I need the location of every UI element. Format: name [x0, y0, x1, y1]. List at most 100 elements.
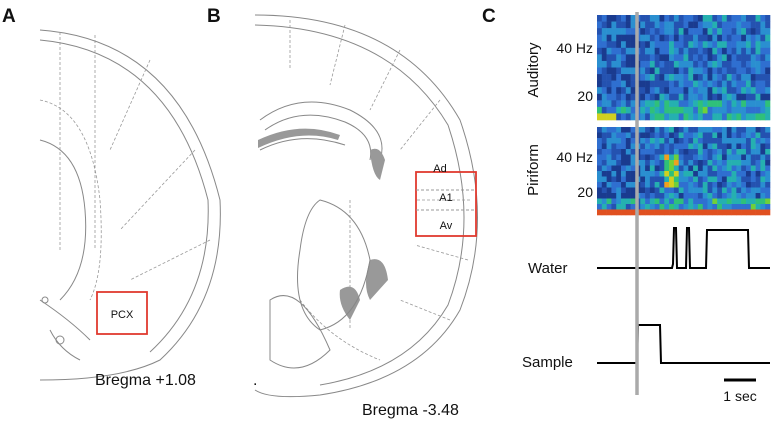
spectrogram-cell	[645, 87, 651, 95]
spectrogram-cell	[717, 100, 723, 108]
spectrogram-cell	[640, 193, 646, 199]
spectrogram-cell	[597, 209, 603, 216]
spectrogram-cell	[745, 67, 752, 75]
spectrogram-cell	[693, 100, 699, 108]
spectrogram-cell	[712, 149, 718, 155]
spectrogram-cell	[731, 60, 737, 68]
spectrogram-cell	[731, 34, 737, 42]
spectrogram-cell	[693, 187, 699, 194]
spectrogram-cell	[726, 138, 732, 144]
spectrogram-cell	[750, 34, 756, 42]
spectrogram-cell	[721, 138, 728, 144]
spectrogram-cell	[755, 15, 761, 22]
spectrogram-cell	[611, 138, 617, 144]
spectrogram-cell	[601, 41, 607, 49]
spectrogram-cell	[616, 15, 622, 22]
spectrogram-cell	[664, 100, 670, 108]
spectrogram-cell	[688, 182, 694, 188]
spectrogram-cell	[645, 160, 651, 166]
spectrogram-cell	[736, 80, 742, 88]
spectrogram-cell	[659, 160, 665, 166]
spectrogram-cell	[712, 198, 718, 205]
spectrogram-cell	[621, 28, 627, 35]
spectrogram-cell	[630, 106, 636, 114]
spectrogram-cell	[707, 60, 713, 68]
trace-label: Sample	[522, 354, 573, 371]
spectrogram-cell	[606, 193, 612, 199]
spectrogram	[597, 127, 771, 216]
spectrogram-cell	[741, 193, 747, 199]
spectrogram-cell	[601, 67, 607, 75]
spectrogram-cell	[755, 67, 761, 75]
spectrogram-cell	[717, 67, 723, 75]
spectrogram-cell	[659, 176, 665, 183]
spectrogram-cell	[707, 41, 713, 49]
spectrogram-cell	[625, 93, 631, 101]
spectrogram-cell	[736, 15, 742, 22]
spectrogram-cell	[693, 54, 699, 62]
spectrogram-cell	[611, 67, 617, 75]
spectrogram-cell	[649, 143, 655, 150]
spectrogram-cell	[664, 74, 670, 81]
spectrogram-cell	[616, 34, 622, 42]
spectrogram-cell	[645, 93, 651, 101]
spectrogram-cell	[669, 21, 675, 29]
spectrogram-cell	[721, 28, 728, 35]
spectrogram-cell	[688, 127, 694, 133]
spectrogram-cell	[760, 93, 766, 101]
spectrogram-cell	[678, 106, 684, 114]
spectrogram-cell	[760, 165, 766, 172]
spectrogram-cell	[654, 171, 660, 177]
spectrogram-cell	[630, 198, 636, 205]
spectrogram-cell	[726, 106, 732, 114]
spectrogram-cell	[630, 67, 636, 75]
spectrogram-cell	[621, 198, 627, 205]
spectrogram-cell	[601, 21, 607, 29]
spectrogram-cell	[745, 93, 752, 101]
spectrogram-cell	[630, 93, 636, 101]
spectrogram-cell	[640, 28, 646, 35]
spectrogram-cell	[659, 171, 665, 177]
spectrogram-cell	[745, 47, 752, 55]
spectrogram-cell	[760, 204, 766, 210]
spectrogram-cell	[678, 193, 684, 199]
spectrogram-cell	[664, 67, 670, 75]
spectrogram-cell	[625, 165, 631, 172]
spectrogram-cell	[688, 47, 694, 55]
spectrogram-cell	[645, 204, 651, 210]
spectrogram-cell	[640, 15, 646, 22]
spectrogram-cell	[702, 149, 708, 155]
spectrogram-cell	[750, 138, 756, 144]
spectrogram-cell	[750, 74, 756, 81]
spectrogram-cell	[669, 143, 675, 150]
spectrogram-cell	[755, 209, 761, 216]
spectrogram-cell	[683, 100, 689, 108]
spectrogram-cell	[645, 54, 651, 62]
spectrogram-cell	[755, 34, 761, 42]
spectrogram-cell	[697, 47, 704, 55]
spectrogram-cell	[707, 193, 713, 199]
spectrogram-cell	[625, 87, 631, 95]
spectrogram-cell	[745, 87, 752, 95]
spectrogram-cell	[669, 106, 675, 114]
spectrogram-cell	[601, 138, 607, 144]
spectrogram-cell	[707, 165, 713, 172]
spectrogram-cell	[702, 143, 708, 150]
spectrogram-cell	[755, 41, 761, 49]
spectrogram-cell	[717, 204, 723, 210]
spectrogram-cell	[649, 80, 655, 88]
spectrogram-cell	[606, 80, 612, 88]
spectrogram-cell	[673, 47, 679, 55]
spectrogram-cell	[750, 209, 756, 216]
spectrogram-cell	[683, 67, 689, 75]
spectrogram-cell	[625, 67, 631, 75]
spectrogram-cell	[654, 193, 660, 199]
spectrogram-cell	[611, 160, 617, 166]
spectrogram-cell	[765, 87, 771, 95]
spectrogram-cell	[712, 106, 718, 114]
spectrogram-cell	[702, 138, 708, 144]
spectrogram-cell	[669, 54, 675, 62]
spectrogram-cell	[669, 28, 675, 35]
spectrogram-cell	[673, 171, 679, 177]
spectrogram-cell	[659, 28, 665, 35]
